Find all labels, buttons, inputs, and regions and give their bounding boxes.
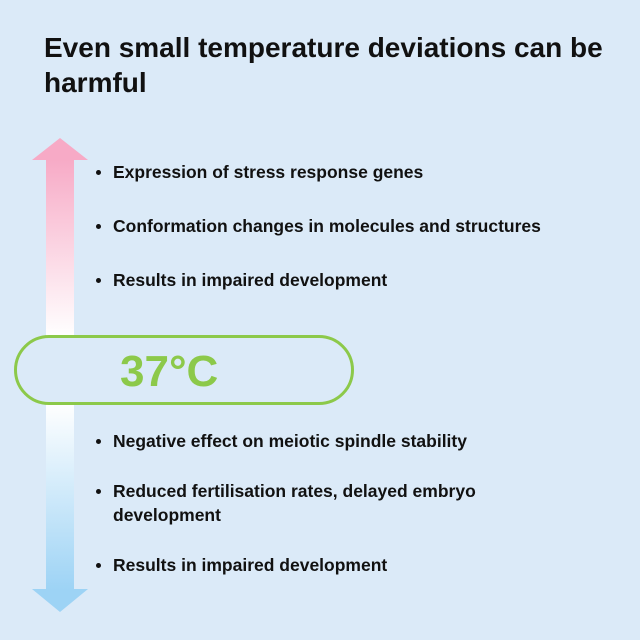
arrow-down-head (32, 589, 88, 612)
list-item: Negative effect on meiotic spindle stabi… (94, 429, 513, 453)
list-item: Results in impaired development (94, 553, 513, 577)
arrow-shaft-hot (46, 159, 74, 337)
arrow-up-head (32, 138, 88, 160)
below-effects-list: Negative effect on meiotic spindle stabi… (94, 429, 513, 603)
above-effects-list: Expression of stress response genes Conf… (94, 160, 541, 322)
list-item: Conformation changes in molecules and st… (94, 214, 541, 238)
page-title: Even small temperature deviations can be… (44, 32, 603, 98)
list-item: Reduced fertilisation rates, delayed emb… (94, 479, 513, 527)
temperature-value: 37°C (120, 347, 219, 396)
temperature-badge: 37°C (14, 335, 354, 405)
list-item: Expression of stress response genes (94, 160, 541, 184)
list-item: Results in impaired development (94, 268, 541, 292)
arrow-shaft-cold (46, 403, 74, 590)
